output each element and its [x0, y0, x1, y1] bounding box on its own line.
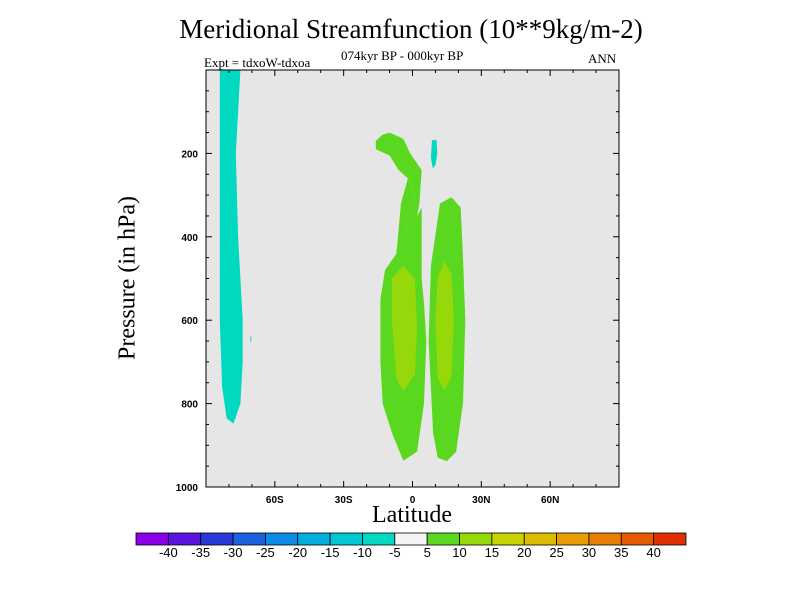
- colorbar-label: 15: [485, 545, 499, 560]
- colorbar-box: [523, 532, 557, 546]
- contour-region-3: [375, 132, 422, 229]
- contour-region-7: [435, 261, 454, 391]
- x-tick-label: 0: [410, 495, 416, 506]
- colorbar-label: -25: [256, 545, 275, 560]
- x-axis-label: Latitude: [372, 502, 452, 528]
- colorbar-label: -20: [288, 545, 307, 560]
- y-tick-label: 600: [181, 316, 198, 327]
- colorbar-label: -30: [224, 545, 243, 560]
- colorbar-label: -40: [159, 545, 178, 560]
- contour-region-0: [219, 70, 243, 424]
- colorbar-label: -15: [321, 545, 340, 560]
- colorbar-box: [459, 532, 493, 546]
- experiment-label: Expt = tdxoW-tdxoa: [204, 55, 311, 70]
- y-tick-label: 400: [181, 233, 198, 244]
- colorbar-box: [297, 532, 331, 546]
- colorbar-box: [135, 532, 169, 546]
- x-tick-label: 30S: [335, 495, 353, 506]
- colorbar-label: 30: [582, 545, 596, 560]
- colorbar-box: [232, 532, 266, 546]
- colorbar-label: -10: [353, 545, 372, 560]
- colorbar-label: 40: [646, 545, 660, 560]
- colorbar-box: [394, 532, 428, 546]
- y-tick-label: 1000: [176, 483, 199, 494]
- colorbar-label: 20: [517, 545, 531, 560]
- colorbar-label: 25: [549, 545, 563, 560]
- colorbar-box: [653, 532, 687, 546]
- y-tick-label: 800: [181, 400, 198, 411]
- contour-region-2: [250, 336, 252, 342]
- colorbar-label: 5: [424, 545, 431, 560]
- season-label: ANN: [588, 51, 617, 66]
- colorbar-box: [329, 532, 363, 546]
- colorbar-label: -35: [191, 545, 210, 560]
- colorbar-label: 35: [614, 545, 628, 560]
- colorbar-box: [426, 532, 460, 546]
- contour-region-1: [430, 140, 438, 169]
- colorbar-box: [200, 532, 234, 546]
- colorbar-box: [167, 532, 202, 546]
- chart-subtitle: 074kyr BP - 000kyr BP: [341, 48, 464, 63]
- colorbar-box: [588, 532, 622, 546]
- y-tick-label: 200: [181, 149, 198, 160]
- contour-region-6: [391, 266, 418, 392]
- colorbar-box: [491, 532, 525, 546]
- colorbar-label: 10: [452, 545, 466, 560]
- colorbar-label: -5: [389, 545, 401, 560]
- x-tick-label: 60S: [266, 495, 284, 506]
- colorbar-box: [620, 532, 655, 546]
- chart-title: Meridional Streamfunction (10**9kg/m-2): [179, 14, 643, 44]
- colorbar-box: [362, 532, 396, 546]
- x-tick-label: 60N: [541, 495, 559, 506]
- colorbar-box: [265, 532, 299, 546]
- x-tick-label: 30N: [472, 495, 490, 506]
- colorbar-box: [556, 532, 590, 546]
